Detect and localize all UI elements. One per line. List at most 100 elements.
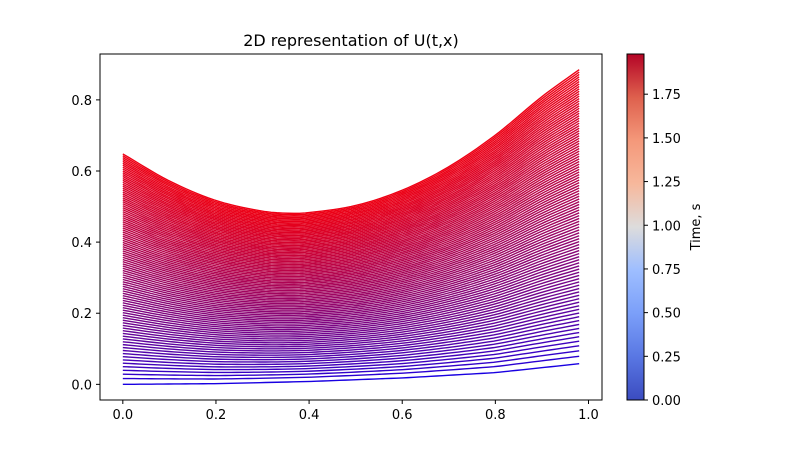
time-curve xyxy=(122,291,580,342)
time-curve xyxy=(122,190,580,284)
colorbar-tick-label: 1.50 xyxy=(652,132,681,147)
time-curve xyxy=(122,240,580,313)
time-curve xyxy=(122,122,580,245)
time-curve xyxy=(122,174,580,275)
time-curve xyxy=(122,198,580,289)
time-curve xyxy=(122,179,580,278)
time-curve xyxy=(122,147,580,260)
colorbar-tick-label: 0.00 xyxy=(652,394,681,409)
y-tick-label: 0.8 xyxy=(71,94,92,109)
time-curve xyxy=(122,252,580,320)
colorbar-tick-label: 0.25 xyxy=(652,350,681,365)
time-curve xyxy=(122,127,580,248)
time-curve xyxy=(122,140,580,255)
time-curve xyxy=(122,132,580,251)
time-curve xyxy=(122,274,580,333)
time-curve xyxy=(122,284,580,338)
time-curve xyxy=(122,327,580,363)
colorbar-tick-label: 1.25 xyxy=(652,176,681,191)
time-curve xyxy=(122,238,580,311)
time-curve xyxy=(122,112,580,240)
time-curve xyxy=(122,135,580,252)
time-curve xyxy=(122,117,580,242)
y-tick-label: 0.6 xyxy=(71,165,92,180)
time-curve xyxy=(122,168,580,272)
colorbar-tick-label: 1.00 xyxy=(652,219,681,234)
time-curve xyxy=(122,217,580,300)
time-curve xyxy=(122,160,580,267)
time-curve xyxy=(122,331,580,366)
y-tick-label: 0.2 xyxy=(71,307,92,322)
time-curve xyxy=(122,93,580,228)
time-curve xyxy=(122,142,580,257)
time-curve xyxy=(122,69,580,215)
time-curve xyxy=(122,249,580,318)
time-curve xyxy=(122,130,580,250)
x-axis: 0.0 0.2 0.4 0.6 0.8 1.0 xyxy=(112,400,599,423)
colorbar-label: Time, s xyxy=(689,203,704,251)
time-curve xyxy=(122,340,580,371)
time-curve xyxy=(122,229,580,306)
y-axis: 0.0 0.2 0.4 0.6 0.8 xyxy=(71,94,100,393)
time-curve xyxy=(122,78,580,220)
plot-frame xyxy=(99,53,603,401)
time-curve xyxy=(122,110,580,238)
time-curve xyxy=(122,182,580,279)
time-curve xyxy=(122,107,580,237)
colorbar-tick-label: 0.75 xyxy=(652,263,681,278)
time-curve xyxy=(122,73,580,217)
time-curve xyxy=(122,308,580,352)
time-curve xyxy=(122,184,580,281)
time-curve xyxy=(122,105,580,235)
time-curve xyxy=(122,262,580,325)
time-curve xyxy=(122,203,580,292)
time-curve xyxy=(122,305,580,350)
time-curve xyxy=(122,281,580,336)
time-curve xyxy=(122,265,580,327)
time-curve xyxy=(122,294,580,344)
x-tick-label: 1.0 xyxy=(578,408,599,423)
time-curve xyxy=(122,345,580,374)
curve-group xyxy=(122,69,580,386)
time-curve xyxy=(122,88,580,226)
time-curve xyxy=(122,195,580,287)
chart-title: 2D representation of U(t,x) xyxy=(243,31,459,50)
x-tick-label: 0.0 xyxy=(112,408,133,423)
time-curve xyxy=(122,85,580,224)
time-curve xyxy=(122,158,580,266)
time-curve xyxy=(122,120,580,244)
time-curve xyxy=(122,268,580,329)
time-curve xyxy=(122,312,580,354)
colorbar xyxy=(626,53,645,401)
time-curve xyxy=(122,319,580,359)
time-curve xyxy=(122,246,580,317)
time-curve xyxy=(122,76,580,219)
x-tick-label: 0.6 xyxy=(392,408,413,423)
colorbar-tick-label: 0.50 xyxy=(652,307,681,322)
time-curve xyxy=(122,115,580,241)
time-curve xyxy=(122,209,580,295)
y-tick-label: 0.4 xyxy=(71,236,92,251)
x-tick-label: 0.8 xyxy=(485,408,506,423)
time-curve xyxy=(122,212,580,297)
time-curve xyxy=(122,336,580,368)
time-curve xyxy=(122,83,580,223)
time-curve xyxy=(122,323,580,361)
time-curve xyxy=(122,350,580,377)
time-curve xyxy=(122,214,580,298)
time-curve xyxy=(122,355,580,380)
time-curve xyxy=(122,277,580,334)
time-curve xyxy=(122,90,580,227)
time-curve xyxy=(122,102,580,234)
x-tick-label: 0.2 xyxy=(206,408,227,423)
colorbar-axis: 0.00 0.25 0.50 0.75 1.00 1.25 1.50 1.75 xyxy=(644,88,681,409)
time-curve xyxy=(122,271,580,331)
time-curve xyxy=(122,363,580,386)
time-curve xyxy=(122,226,580,305)
time-curve xyxy=(122,223,580,303)
time-curve xyxy=(122,81,580,221)
time-curve xyxy=(122,298,580,346)
time-curve xyxy=(122,187,580,282)
time-curve xyxy=(122,137,580,254)
time-curve xyxy=(122,125,580,247)
